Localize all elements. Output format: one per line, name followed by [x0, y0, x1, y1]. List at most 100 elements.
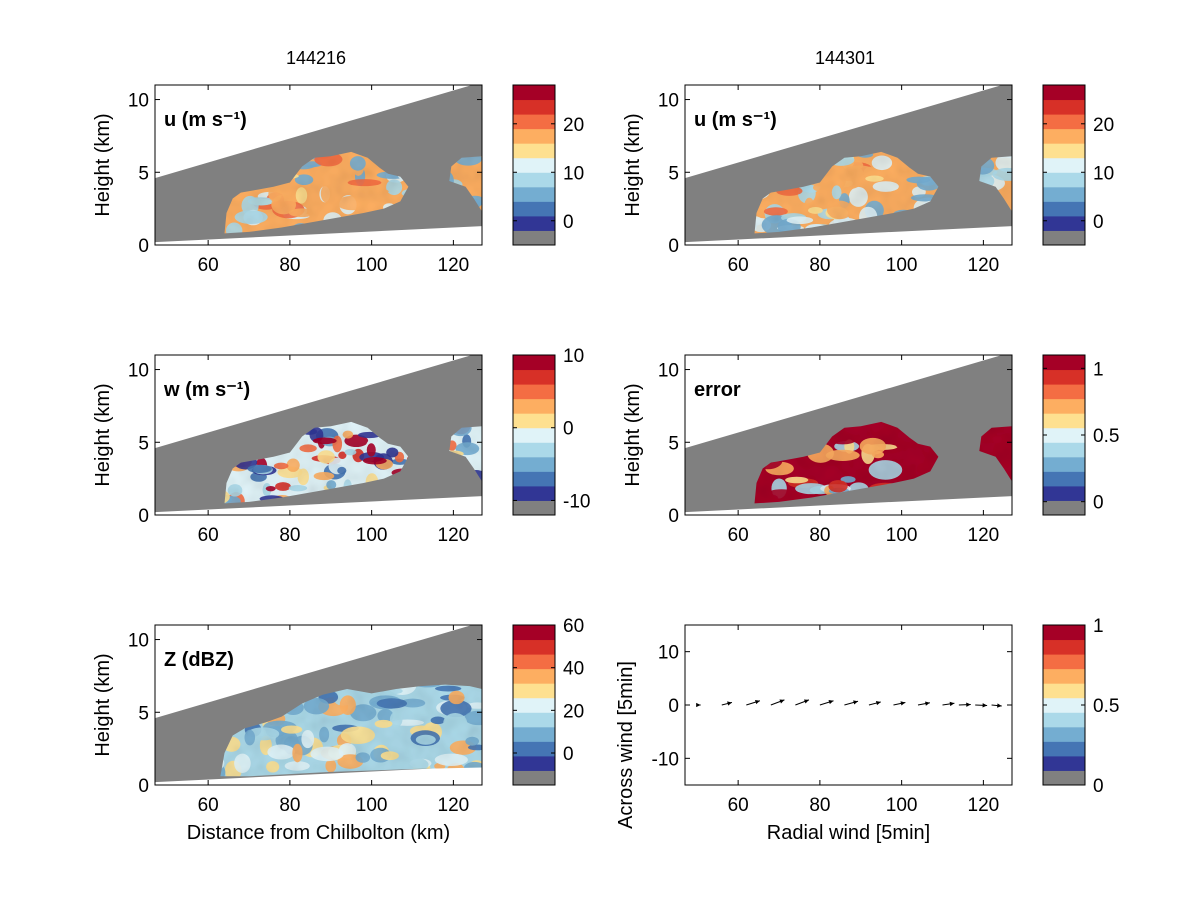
- field-cell: [859, 437, 887, 455]
- x-tick-label: 100: [356, 795, 388, 816]
- field-cell: [267, 744, 295, 760]
- field-cell: [411, 707, 438, 717]
- field-cell: [303, 697, 330, 715]
- y-tick-label: -10: [652, 749, 679, 770]
- colorbar-segment: [1043, 625, 1085, 641]
- colorbar-tick-label: 10: [563, 163, 584, 184]
- field-cell: [785, 493, 801, 502]
- wind-arrowhead: [754, 700, 760, 705]
- colorbar-segment: [513, 442, 555, 458]
- colorbar-frame: [512, 624, 556, 786]
- x-tick-label: 80: [809, 255, 830, 276]
- field-cell: [436, 227, 453, 234]
- field-cell: [347, 179, 382, 187]
- y-axis-label: Height (km): [622, 383, 644, 486]
- axes-frame: [684, 84, 1013, 246]
- colorbar-segment: [1043, 471, 1085, 487]
- x-axis-label: Distance from Chilbolton (km): [187, 822, 450, 844]
- wind-arrowhead: [803, 699, 809, 704]
- x-tick-label: 120: [438, 255, 470, 276]
- field-cell: [868, 460, 903, 480]
- panel-label: u (m s⁻¹): [694, 109, 777, 131]
- field-cell: [986, 435, 1012, 444]
- x-tick-label: 120: [438, 525, 470, 546]
- colorbar-segment: [1043, 172, 1085, 188]
- field-cell: [336, 195, 369, 211]
- colorbar-frame: [512, 354, 556, 516]
- colorbar-tick-label: 0: [563, 419, 574, 440]
- x-tick-label: 80: [809, 525, 830, 546]
- field-cell: [430, 716, 446, 725]
- colorbar-segment: [513, 172, 555, 188]
- colorbar-segment: [513, 755, 555, 771]
- field-cell: [831, 185, 842, 200]
- field-cell: [440, 699, 472, 718]
- field-cell: [361, 188, 389, 195]
- colorbar-segment: [1043, 143, 1085, 159]
- field-cell: [332, 435, 343, 453]
- colorbar-segment: [513, 201, 555, 217]
- colorbar-segment: [1043, 697, 1085, 713]
- field-cell: [320, 185, 331, 203]
- field-cell: [339, 695, 356, 715]
- field-cell: [377, 708, 394, 723]
- field-cell: [995, 153, 1012, 173]
- wind-arrowhead: [875, 700, 881, 706]
- x-tick-label: 120: [438, 795, 470, 816]
- colorbar-segment: [1043, 500, 1085, 516]
- field-cell: [275, 482, 291, 491]
- colorbar-segment: [513, 471, 555, 487]
- field-cell: [386, 447, 399, 458]
- colorbar-segment: [1043, 741, 1085, 757]
- x-tick-label: 120: [968, 255, 1000, 276]
- x-tick-label: 60: [198, 795, 219, 816]
- field-cell: [865, 175, 884, 182]
- field-cell: [234, 210, 268, 224]
- field-cell: [225, 222, 243, 234]
- colorbar-segment: [1043, 128, 1085, 144]
- colorbar-segment: [1043, 114, 1085, 130]
- y-tick-label: 10: [658, 361, 679, 382]
- wind-arrowhead: [779, 699, 785, 704]
- colorbar-tick-label: 0.5: [1093, 696, 1119, 717]
- colorbar-tick-label: 0: [1093, 212, 1104, 233]
- wind-arrowhead: [925, 701, 930, 706]
- field-cell: [380, 751, 399, 761]
- panel-5: Z (dBZ) 60 80 100 120 0 5 10 Height (km) Distance…: [92, 616, 584, 844]
- x-tick-label: 60: [198, 525, 219, 546]
- field-cell: [443, 712, 468, 734]
- field-cell: [292, 743, 303, 763]
- y-tick-label: 0: [668, 236, 679, 257]
- colorbar-segment: [1043, 427, 1085, 443]
- field-cell: [349, 156, 366, 171]
- colorbar-tick-label: 0: [563, 744, 574, 765]
- colorbar-segment: [1043, 230, 1085, 246]
- field-cell: [872, 181, 899, 192]
- field-cell: [288, 208, 316, 218]
- y-axis-label: Across wind [5min]: [615, 661, 637, 829]
- colorbar-segment: [1043, 442, 1085, 458]
- colorbar-segment: [513, 654, 555, 670]
- colorbar-tick-label: 0: [563, 212, 574, 233]
- panel-1: u (m s⁻¹) 60 80 100 120 0 5 10 Height (km) 0 10 20: [92, 84, 584, 276]
- colorbar-tick-label: 20: [1093, 115, 1114, 136]
- y-tick-label: 10: [128, 91, 149, 112]
- y-tick-label: 10: [128, 631, 149, 652]
- y-tick-label: 0: [138, 776, 149, 797]
- colorbar-segment: [1043, 654, 1085, 670]
- wind-arrowhead: [696, 702, 701, 708]
- colorbar: 0 10 20: [512, 84, 584, 246]
- colorbar-segment: [513, 639, 555, 655]
- field-cell: [326, 480, 337, 490]
- field-cell: [350, 704, 377, 722]
- x-tick-label: 80: [279, 795, 300, 816]
- field-cell: [829, 171, 863, 190]
- field-cell: [319, 726, 330, 743]
- panel-label: error: [694, 379, 741, 401]
- field-cell: [434, 753, 468, 766]
- plot-area: [155, 85, 482, 243]
- y-tick-label: 5: [138, 163, 149, 184]
- y-tick-label: 10: [128, 361, 149, 382]
